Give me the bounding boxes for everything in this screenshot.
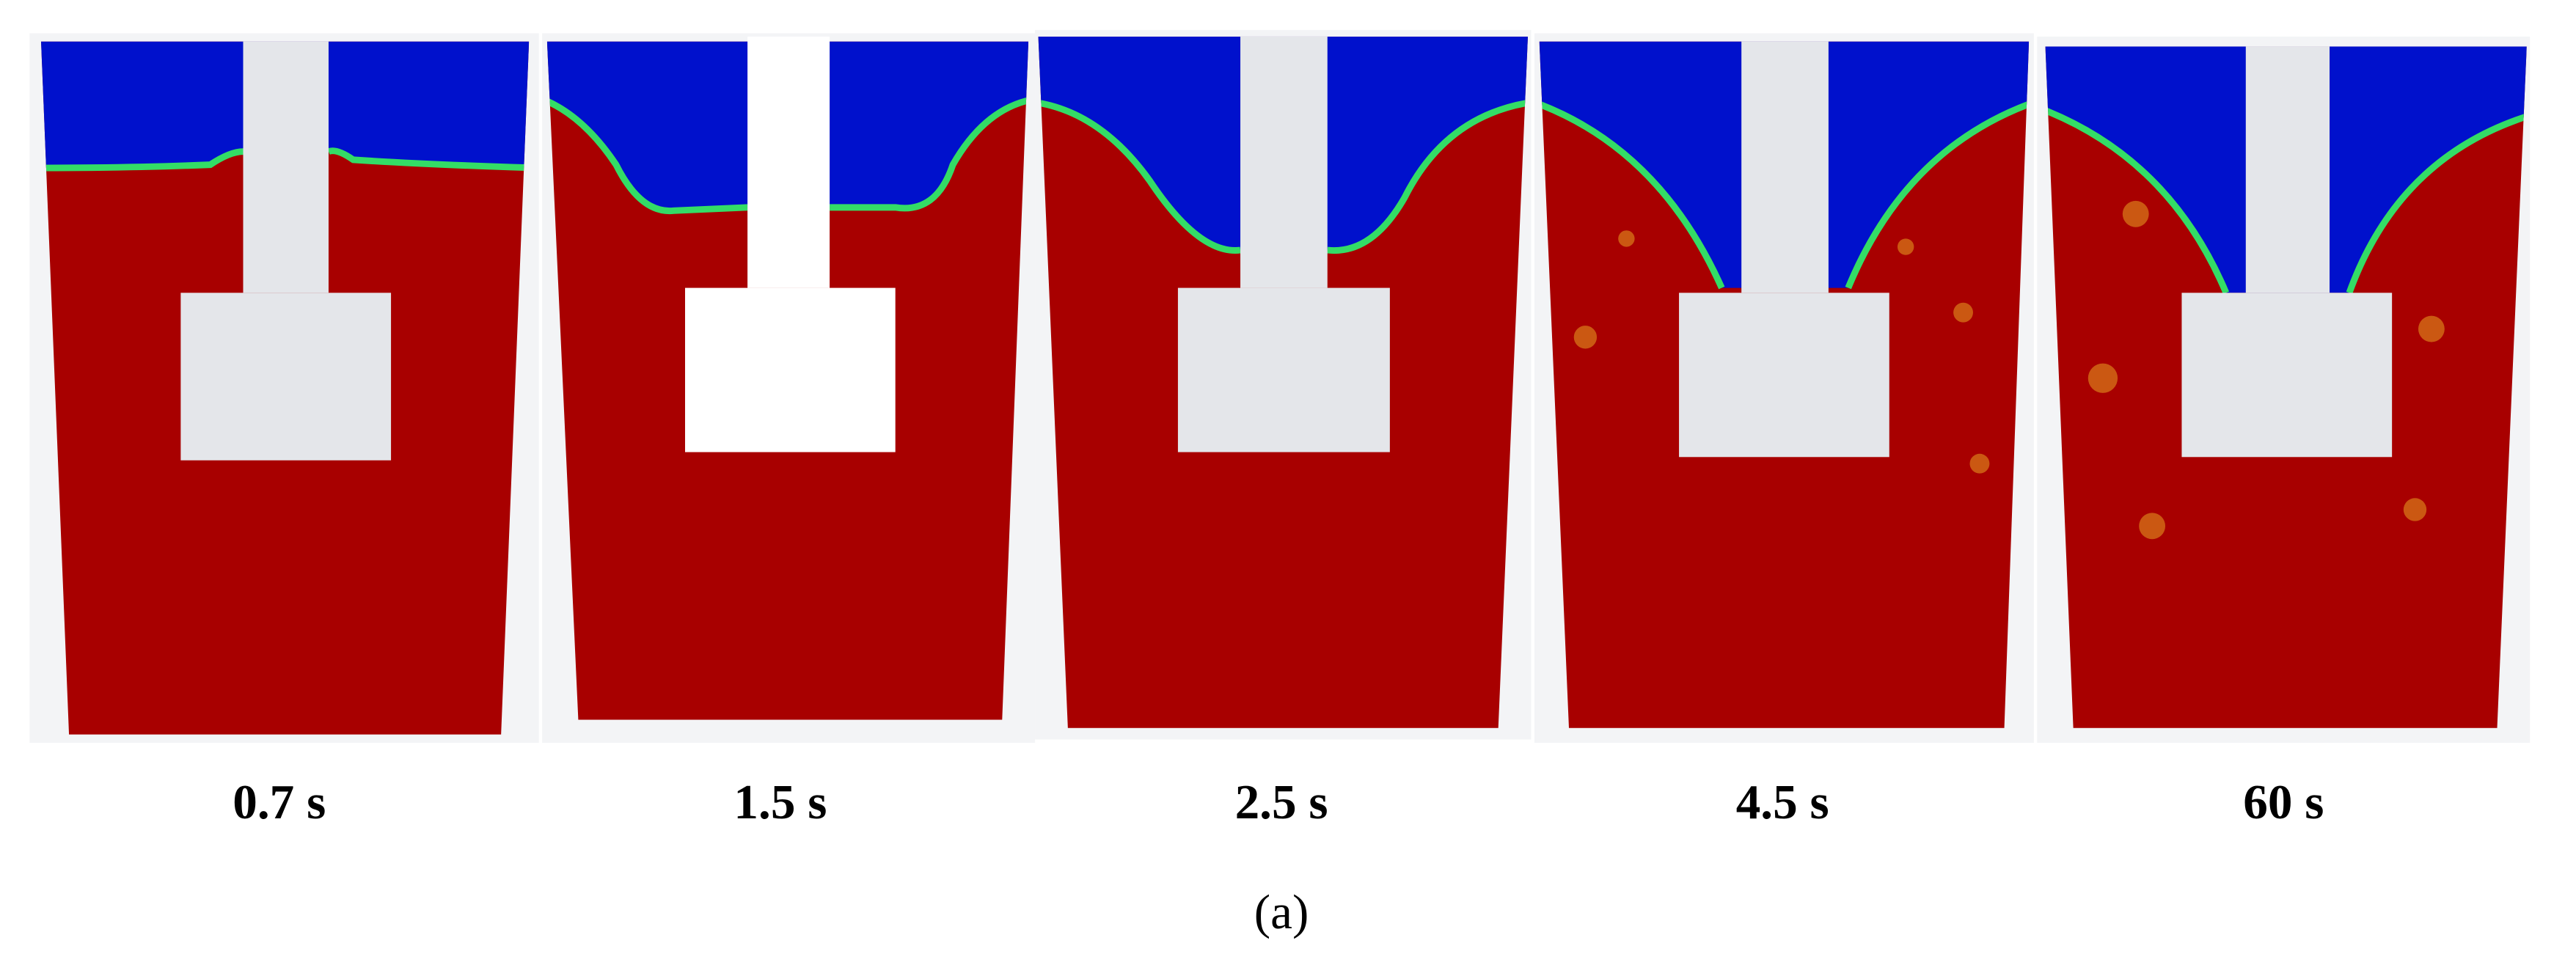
- panel: [542, 33, 1036, 744]
- block: [1177, 287, 1390, 452]
- panel-label: 4.5 s: [1736, 774, 1829, 829]
- panel: [2037, 36, 2531, 744]
- block: [684, 287, 896, 452]
- bubble: [2403, 498, 2427, 521]
- bubble: [1953, 302, 1973, 323]
- caption: (a): [1254, 884, 1309, 939]
- bubble: [2139, 513, 2166, 540]
- bubble: [1618, 230, 1635, 247]
- panel-label: 60 s: [2243, 774, 2324, 829]
- nozzle: [2245, 46, 2330, 293]
- interface: [2045, 104, 2527, 295]
- nozzle: [1240, 36, 1328, 288]
- bubble: [1969, 453, 1990, 474]
- panel-label: 0.7 s: [233, 774, 326, 829]
- block: [2181, 293, 2393, 458]
- interface: [1038, 99, 1529, 254]
- nozzle: [747, 36, 830, 288]
- nozzle: [243, 41, 329, 293]
- panel: [1035, 29, 1532, 740]
- bubble: [2122, 200, 2149, 227]
- panel: [29, 33, 539, 744]
- bubble: [2087, 363, 2118, 393]
- bubble: [1897, 238, 1914, 255]
- panel-label: 1.5 s: [733, 774, 827, 829]
- interface: [40, 147, 530, 172]
- panel-label: 2.5 s: [1235, 774, 1328, 829]
- interface: [546, 95, 1029, 215]
- bubble: [2418, 315, 2445, 342]
- nozzle: [1741, 41, 1829, 293]
- block: [180, 293, 392, 461]
- interface: [1539, 99, 2030, 290]
- block: [1679, 293, 1889, 458]
- panel: [1534, 33, 2034, 744]
- bubble: [1573, 326, 1598, 349]
